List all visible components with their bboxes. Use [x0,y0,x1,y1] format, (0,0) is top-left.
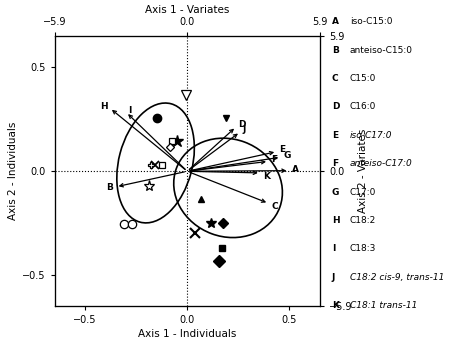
Text: H: H [332,216,339,225]
Text: C16:0: C16:0 [350,102,376,111]
Text: A: A [292,165,299,174]
Text: F: F [271,155,277,164]
Text: K: K [332,301,339,310]
Text: A: A [332,17,339,26]
Text: C18:2 cis-9, trans-11: C18:2 cis-9, trans-11 [350,273,444,282]
Text: C18:1 trans-11: C18:1 trans-11 [350,301,417,310]
Text: E: E [332,131,338,140]
Text: K: K [263,172,270,181]
Text: I: I [332,244,335,253]
Text: C15:0: C15:0 [350,74,376,83]
Text: B: B [332,46,339,55]
Text: F: F [332,159,338,168]
Text: B: B [107,183,113,192]
Text: H: H [100,102,108,111]
X-axis label: Axis 1 - Individuals: Axis 1 - Individuals [138,329,237,339]
Text: I: I [128,106,131,115]
Text: C17:0: C17:0 [350,188,376,197]
Text: C18:2: C18:2 [350,216,376,225]
Y-axis label: Axis 2 - Individuals: Axis 2 - Individuals [8,122,18,220]
Text: iso-C17:0: iso-C17:0 [350,131,392,140]
Text: E: E [280,145,286,154]
Text: D: D [238,120,246,129]
Text: J: J [332,273,335,282]
Text: iso-C15:0: iso-C15:0 [350,17,392,26]
X-axis label: Axis 1 - Variates: Axis 1 - Variates [145,5,229,15]
Text: G: G [332,188,339,197]
Text: D: D [332,102,339,111]
Text: C18:3: C18:3 [350,244,376,253]
Text: C: C [332,74,338,83]
Text: anteiso-C15:0: anteiso-C15:0 [350,46,413,55]
Text: G: G [283,151,291,160]
Y-axis label: Axis 2 - Variates: Axis 2 - Variates [358,129,368,213]
Text: C: C [271,202,278,211]
Text: anteiso-C17:0: anteiso-C17:0 [350,159,412,168]
Text: J: J [242,125,246,134]
